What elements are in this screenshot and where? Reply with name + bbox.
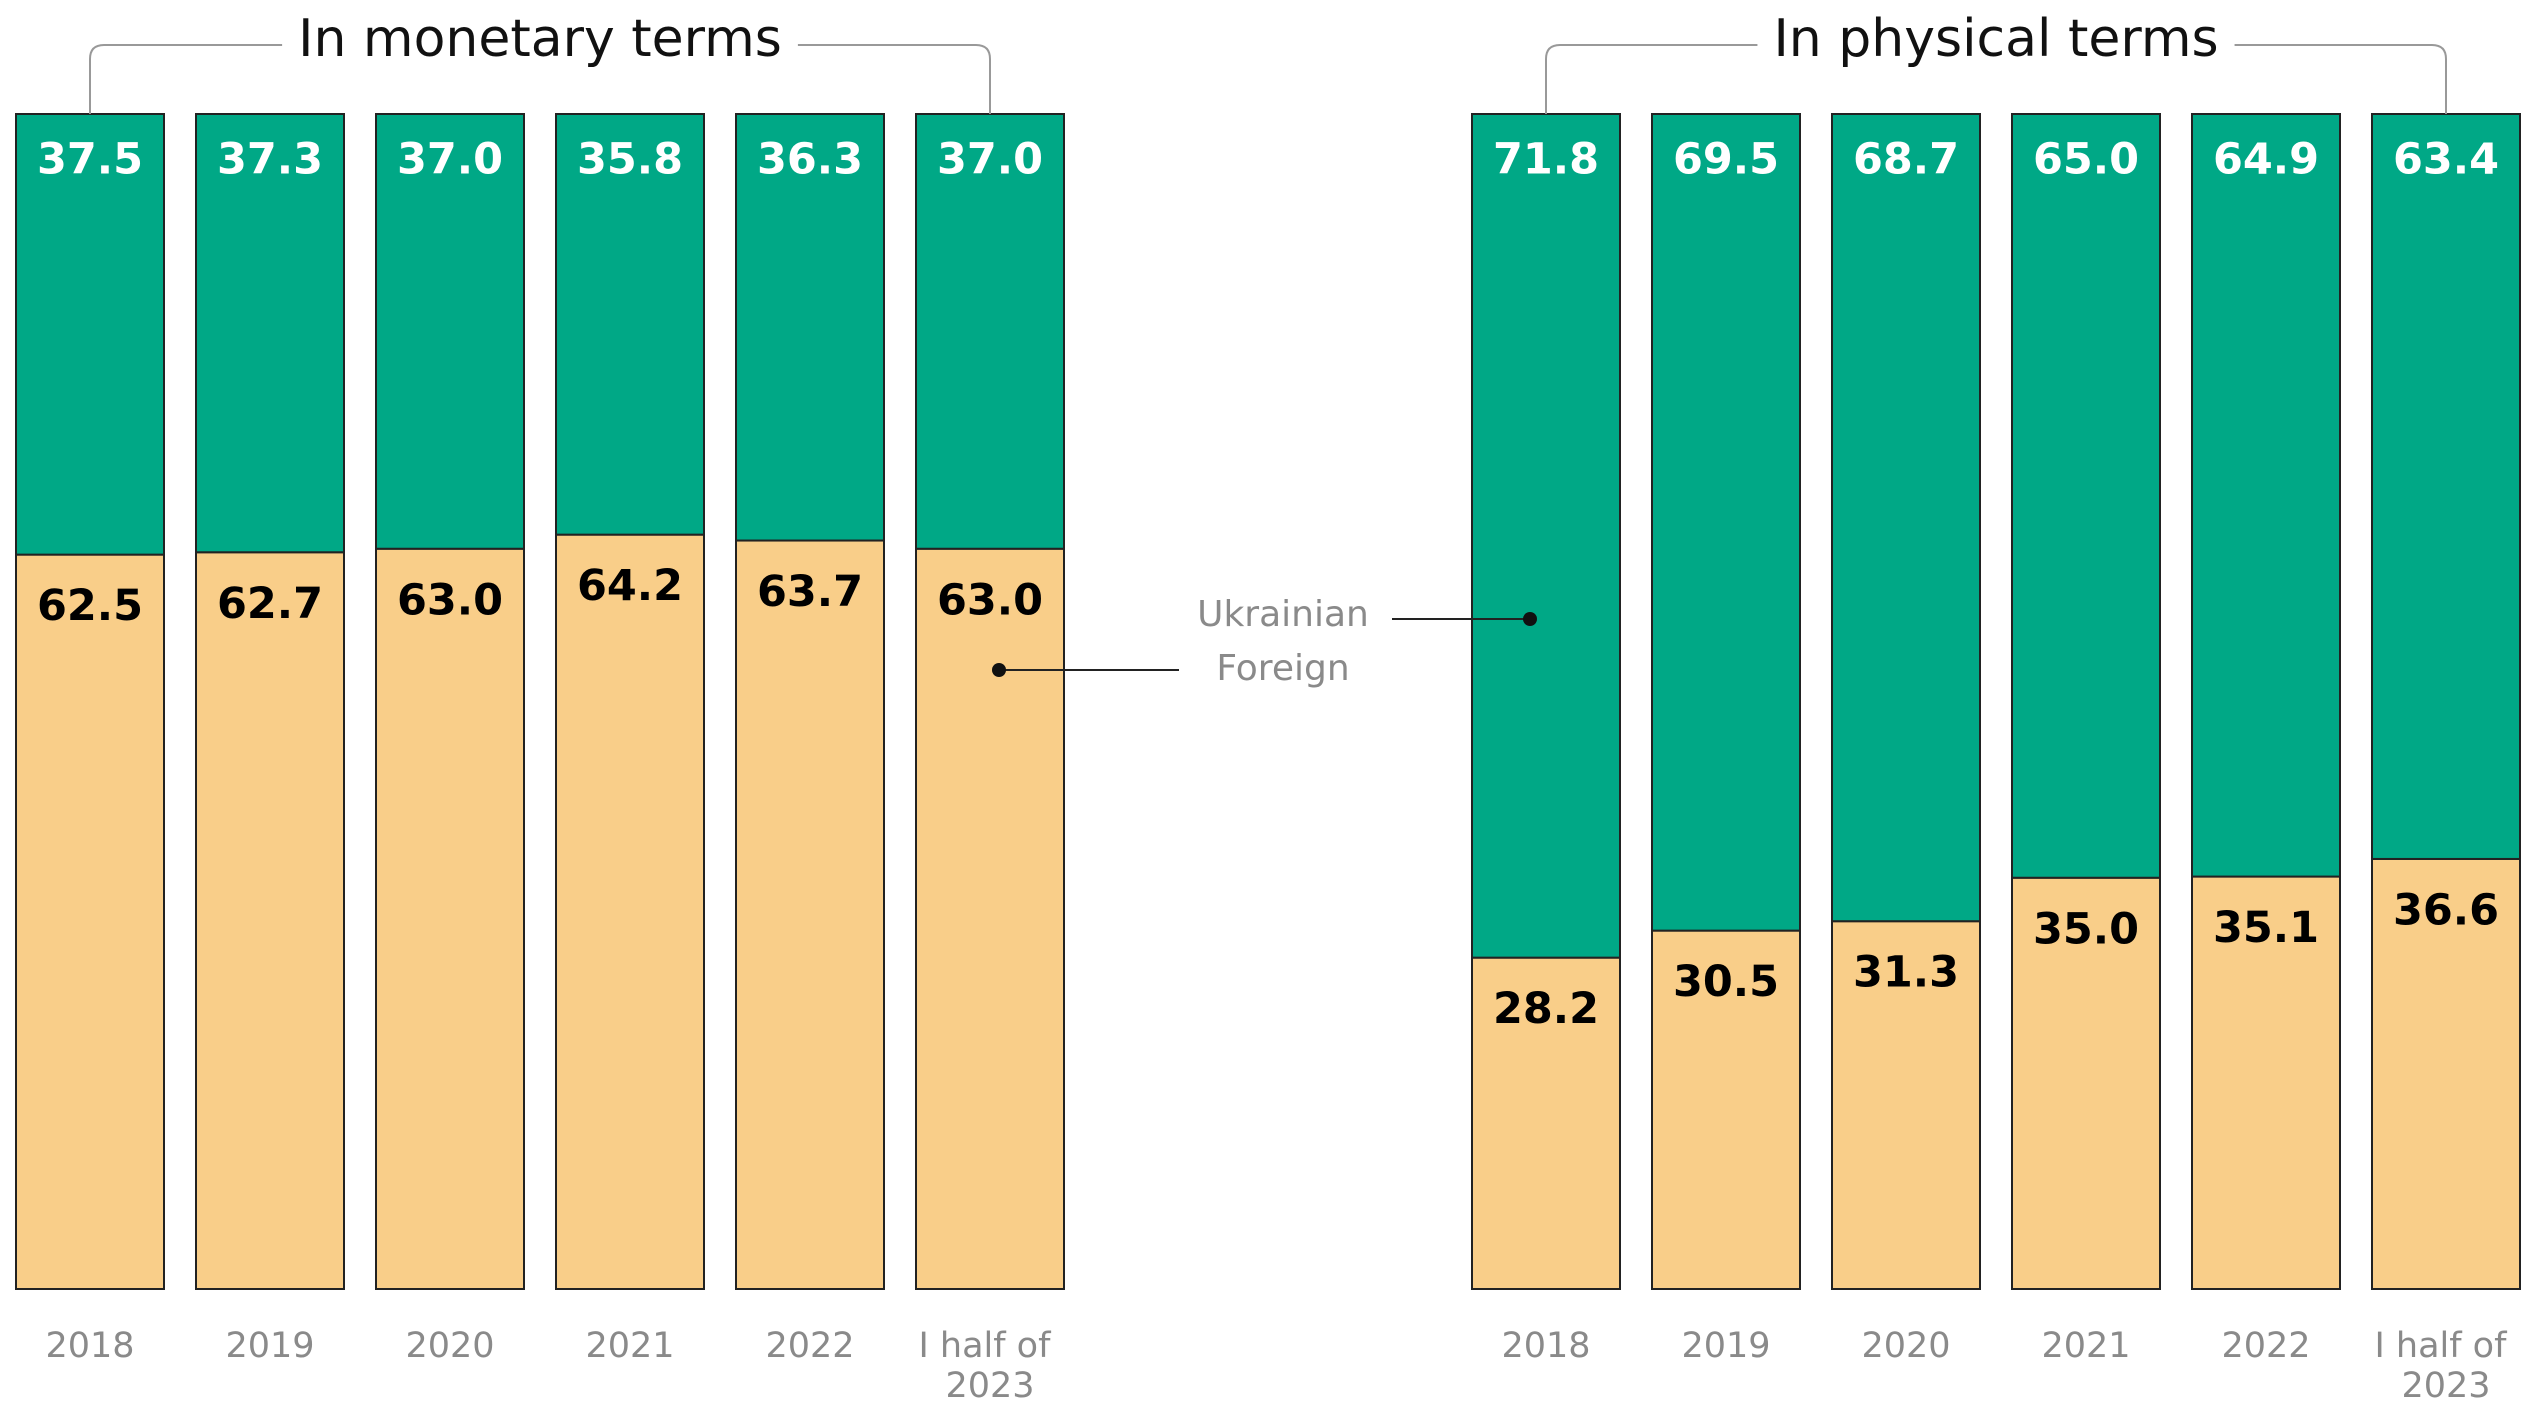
value-label: 69.5 [1673,135,1779,185]
bar-segment [1471,113,1621,959]
x-tick-label: 2021 [585,1326,674,1366]
x-tick-label: I half of 2023 [2374,1326,2517,1401]
bar-segment [2371,113,2521,860]
legend-label: Ukrainian [1197,594,1369,635]
x-tick-label: 2020 [405,1326,494,1366]
value-label: 30.5 [1673,957,1779,1007]
x-tick-label: 2019 [225,1326,314,1366]
bar-segment [2371,857,2521,1290]
bar-segment [2191,113,2341,878]
value-label: 35.1 [2213,903,2319,953]
value-label: 64.2 [577,561,683,611]
value-label: 28.2 [1493,984,1599,1034]
bar-segment [915,113,1065,550]
bar-segment [555,533,705,1290]
bar-segment [1651,929,1801,1290]
bar-segment [15,113,165,556]
value-label: 35.8 [577,135,683,185]
x-tick-label: 2019 [1681,1326,1770,1366]
value-label: 71.8 [1493,135,1599,185]
value-label: 37.0 [397,135,503,185]
title-bracket [1545,44,1758,114]
bar-segment [2011,113,2161,879]
value-label: 65.0 [2033,135,2139,185]
value-label: 37.3 [217,135,323,185]
bar-segment [1831,920,1981,1290]
value-label: 62.5 [37,581,143,631]
value-label: 37.5 [37,135,143,185]
value-label: 37.0 [937,135,1043,185]
bar-segment [2011,876,2161,1290]
value-label: 31.3 [1853,948,1959,998]
x-tick-label: 2020 [1861,1326,1950,1366]
value-label: 63.0 [397,575,503,625]
value-label: 36.6 [2393,885,2499,935]
x-tick-label: 2021 [2041,1326,2130,1366]
value-label: 68.7 [1853,135,1959,185]
legend-dot [992,663,1006,677]
bar-segment [195,551,345,1290]
x-tick-label: 2022 [765,1326,854,1366]
bar-segment [375,113,525,550]
bar-segment [735,539,885,1290]
legend-label: Foreign [1216,648,1349,689]
bar-segment [915,547,1065,1290]
chart-title: In monetary terms [298,9,782,69]
value-label: 63.7 [757,567,863,617]
bar-segment [2191,875,2341,1290]
bar-segment [375,547,525,1290]
x-tick-label: I half of 2023 [918,1326,1061,1401]
value-label: 63.4 [2393,135,2499,185]
value-label: 35.0 [2033,904,2139,954]
value-label: 36.3 [757,135,863,185]
x-tick-label: 2018 [1501,1326,1590,1366]
legend-dot [1523,612,1537,626]
bar-segment [15,553,165,1290]
value-label: 63.0 [937,575,1043,625]
x-tick-label: 2022 [2221,1326,2310,1366]
title-bracket [797,44,991,114]
value-label: 64.9 [2213,135,2319,185]
chart-title: In physical terms [1773,9,2218,69]
bar-segment [1831,113,1981,923]
title-bracket [2234,44,2447,114]
title-bracket [89,44,283,114]
x-tick-label: 2018 [45,1326,134,1366]
bar-segment [555,113,705,536]
bar-segment [195,113,345,554]
bar-segment [735,113,885,542]
bar-segment [1471,956,1621,1291]
value-label: 62.7 [217,579,323,629]
bar-segment [1651,113,1801,932]
